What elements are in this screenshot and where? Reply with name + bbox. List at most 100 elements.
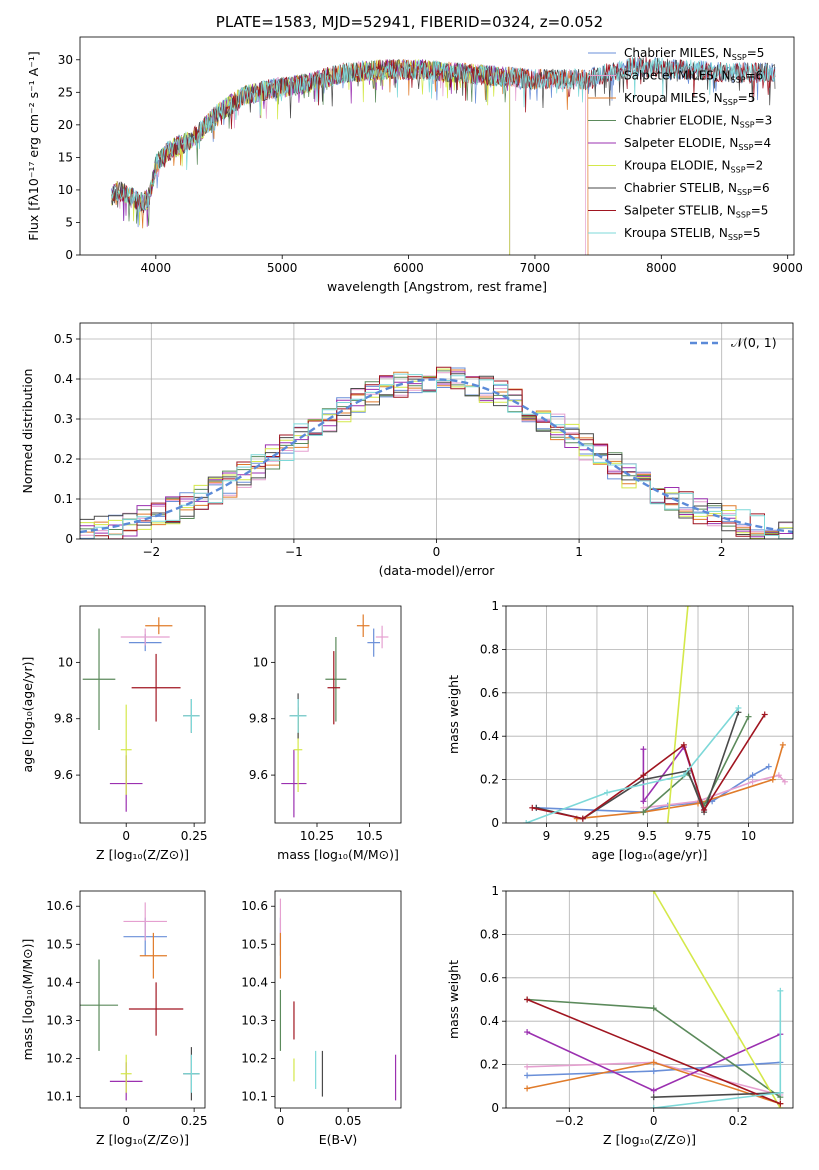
series-marker <box>640 798 647 805</box>
data-point <box>120 1054 132 1093</box>
y-tick-label: 0 <box>491 1101 499 1115</box>
legend-label: Chabrier ELODIE, NSSP=3 <box>624 114 772 130</box>
data-point <box>82 628 116 730</box>
legend-label: Salpeter MILES, NSSP=6 <box>624 69 763 85</box>
series-marker <box>650 1105 657 1108</box>
spectrum-series-line <box>111 56 776 213</box>
axes-frame <box>505 605 794 824</box>
x-tick-label: 2 <box>718 545 726 559</box>
series-marker <box>701 806 708 813</box>
series-marker <box>664 820 671 823</box>
y-tick-label: 25 <box>58 85 73 99</box>
chart-residuals: −2 −1 0 1 2 0 0.1 0.2 0.3 0.4 0.5 (data-model)/erro… <box>20 322 794 578</box>
y-tick-label: 0.4 <box>54 372 73 386</box>
x-tick-label: 0 <box>650 1114 658 1128</box>
series-marker <box>684 606 691 609</box>
x-tick-label: 0.05 <box>335 1114 362 1128</box>
y-tick-label: 0 <box>65 532 73 546</box>
chart-age-vs-z: 0 0.25 9.6 9.8 10 Z [log₁₀(Z/Z⊙)] age [log₁₀(a… <box>20 605 208 862</box>
data-point <box>139 932 167 979</box>
data-point <box>281 749 307 818</box>
y-tick-label: 10.2 <box>241 1052 268 1066</box>
series-line <box>653 1092 781 1098</box>
series-marker <box>523 820 530 823</box>
legend-label: Salpeter STELIB, NSSP=5 <box>624 204 768 220</box>
series-marker <box>640 809 647 816</box>
x-tick-label: 0 <box>122 829 130 843</box>
y-axis-label: Flux [fλ10⁻¹⁷ erg cm⁻² s⁻¹ A⁻¹] <box>26 51 41 240</box>
chart-age-vs-mass: 10.25 10.5 9.6 9.8 10 mass [log₁₀(M/M⊙)] <box>249 605 402 862</box>
x-tick-label: 10 <box>741 829 756 843</box>
series-marker <box>765 763 772 770</box>
y-tick-label: 10 <box>58 183 73 197</box>
x-axis-label: E(B-V) <box>319 1132 358 1147</box>
series-marker <box>524 1063 531 1070</box>
data-point <box>80 959 119 1051</box>
y-tick-label: 10.5 <box>46 937 73 951</box>
y-tick-label: 10.1 <box>46 1090 73 1104</box>
x-axis-label: Z [log₁₀(Z/Z⊙)] <box>603 1132 696 1147</box>
x-tick-label: 0 <box>122 1114 130 1128</box>
y-tick-label: 9.8 <box>54 712 73 726</box>
y-tick-label: 9.6 <box>249 768 268 782</box>
series-marker <box>640 772 647 779</box>
y-tick-label: 20 <box>58 118 73 132</box>
x-axis-label: mass [log₁₀(M/M⊙)] <box>277 847 399 862</box>
data-point <box>356 614 370 637</box>
y-tick-label: 0.8 <box>480 642 499 656</box>
x-tick-label: 7000 <box>520 261 551 275</box>
series-marker <box>650 1059 657 1066</box>
x-tick-label: 0.25 <box>181 829 208 843</box>
series-marker <box>650 1005 657 1012</box>
series-marker <box>777 1100 784 1107</box>
y-tick-label: 1 <box>491 884 499 898</box>
x-tick-label: −2 <box>142 545 160 559</box>
data-point <box>183 699 200 733</box>
y-tick-label: 10.3 <box>46 1013 73 1027</box>
data-point <box>375 625 389 649</box>
legend-label: Kroupa MILES, NSSP=5 <box>624 91 755 107</box>
y-tick-label: 0.6 <box>480 971 499 985</box>
plot-area <box>279 898 397 1101</box>
data-point <box>120 704 132 795</box>
axes-frame <box>505 890 794 1109</box>
plot-area <box>524 891 784 1108</box>
data-point <box>183 1054 200 1093</box>
figure-title: PLATE=1583, MJD=52941, FIBERID=0324, z=0… <box>215 13 604 31</box>
x-tick-label: 10.5 <box>356 829 383 843</box>
y-tick-label: 10.6 <box>241 899 268 913</box>
series-marker <box>680 772 687 779</box>
x-axis-label: Z [log₁₀(Z/Z⊙)] <box>96 847 189 862</box>
chart-mass-vs-ebv: 0 0.05 10.1 10.2 10.3 10.4 10.5 10.6 E(B-V) <box>241 890 402 1147</box>
data-point <box>120 628 170 646</box>
y-tick-label: 10.6 <box>46 899 73 913</box>
series-line <box>532 714 766 820</box>
x-tick-label: 0.25 <box>181 1114 208 1128</box>
data-point <box>131 653 181 722</box>
x-tick-label: 0 <box>277 1114 285 1128</box>
series-marker <box>735 704 742 711</box>
series-marker <box>777 1089 784 1096</box>
series-marker <box>524 1029 531 1036</box>
series-marker <box>579 815 586 822</box>
x-tick-label: 5000 <box>267 261 298 275</box>
series-marker <box>640 746 647 753</box>
x-tick-label: 10.25 <box>300 829 334 843</box>
y-axis-label: age [log₁₀(age/yr)] <box>20 657 35 773</box>
series-marker <box>779 741 786 748</box>
chart-spectrum: 4000 5000 6000 7000 8000 9000 0 5 10 15 20 25 30 wave… <box>26 36 803 294</box>
y-tick-label: 0.3 <box>54 412 73 426</box>
data-point <box>327 651 341 725</box>
plot-area <box>80 902 200 1101</box>
x-tick-label: 9.25 <box>584 829 611 843</box>
y-tick-label: 10 <box>253 655 268 669</box>
series-marker <box>775 772 782 779</box>
data-point <box>123 902 167 941</box>
series-line <box>653 891 781 1108</box>
y-tick-label: 1 <box>491 599 499 613</box>
series-marker <box>524 1072 531 1079</box>
y-tick-label: 0.5 <box>54 332 73 346</box>
data-point <box>128 982 184 1036</box>
y-tick-label: 10 <box>58 655 73 669</box>
